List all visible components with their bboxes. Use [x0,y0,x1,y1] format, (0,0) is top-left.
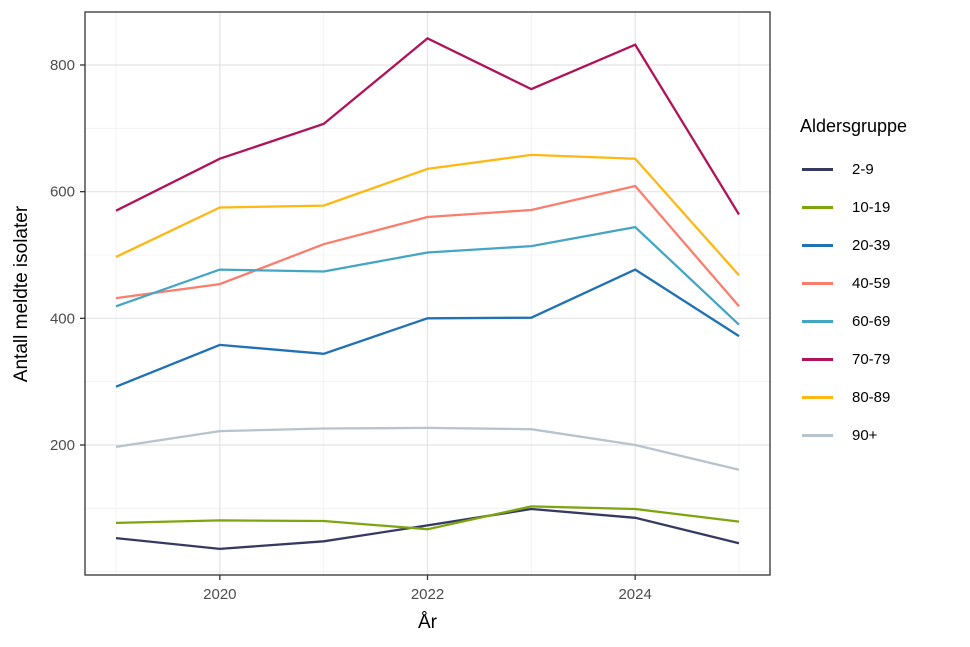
legend-label: 80-89 [852,388,891,406]
series-line-80-89 [115,153,740,277]
legend-label: 20-39 [852,236,891,254]
legend-label: 90+ [852,426,878,444]
legend-swatch-90+ [802,433,833,437]
legend-item-2-9: 2-9 [798,150,907,188]
y-tick-label: 200 [50,437,75,454]
legend-label: 10-19 [852,198,891,216]
legend-item-20-39: 20-39 [798,226,907,264]
series-line-10-19 [115,505,740,531]
legend-swatch-60-69 [802,319,833,323]
y-tick-label: 800 [50,57,75,74]
series-lines [115,37,740,551]
legend-item-60-69: 60-69 [798,302,907,340]
legend-item-10-19: 10-19 [798,188,907,226]
series-line-60-69 [115,225,740,326]
legend-swatch-70-79 [802,357,833,361]
y-axis-title: Antall meldte isolater [11,205,32,383]
series-line-20-39 [115,268,740,388]
legend-swatch-40-59 [802,281,833,285]
tick-labels: 200 400 600 800 2020 2022 2024 [50,57,652,603]
series-line-40-59 [115,184,740,308]
legend-item-90+: 90+ [798,416,907,454]
series-line-2-9 [115,507,740,551]
legend-swatch-10-19 [802,205,833,209]
x-tick-label: 2024 [618,586,651,603]
legend-item-40-59: 40-59 [798,264,907,302]
legend-label: 60-69 [852,312,891,330]
legend-item-80-89: 80-89 [798,378,907,416]
series-line-90+ [115,426,740,471]
x-tick-label: 2020 [203,586,236,603]
y-tick-label: 400 [50,310,75,327]
legend-swatch-80-89 [802,395,833,399]
legend-label: 70-79 [852,350,891,368]
legend-swatch-2-9 [802,167,833,171]
legend-swatch-20-39 [802,243,833,247]
x-axis-title: År [418,612,437,633]
legend-items: 2-9 10-19 20-39 40-59 60-69 70-79 80-89 90+ [798,150,907,454]
x-tick-label: 2022 [411,586,444,603]
legend-label: 40-59 [852,274,891,292]
legend: Aldersgruppe 2-9 10-19 20-39 40-59 60-69 70-7… [798,116,907,454]
axis-ticks [80,64,636,580]
legend-item-70-79: 70-79 [798,340,907,378]
y-tick-label: 600 [50,184,75,201]
legend-label: 2-9 [852,160,874,178]
legend-title: Aldersgruppe [800,116,908,136]
series-line-70-79 [115,37,740,216]
